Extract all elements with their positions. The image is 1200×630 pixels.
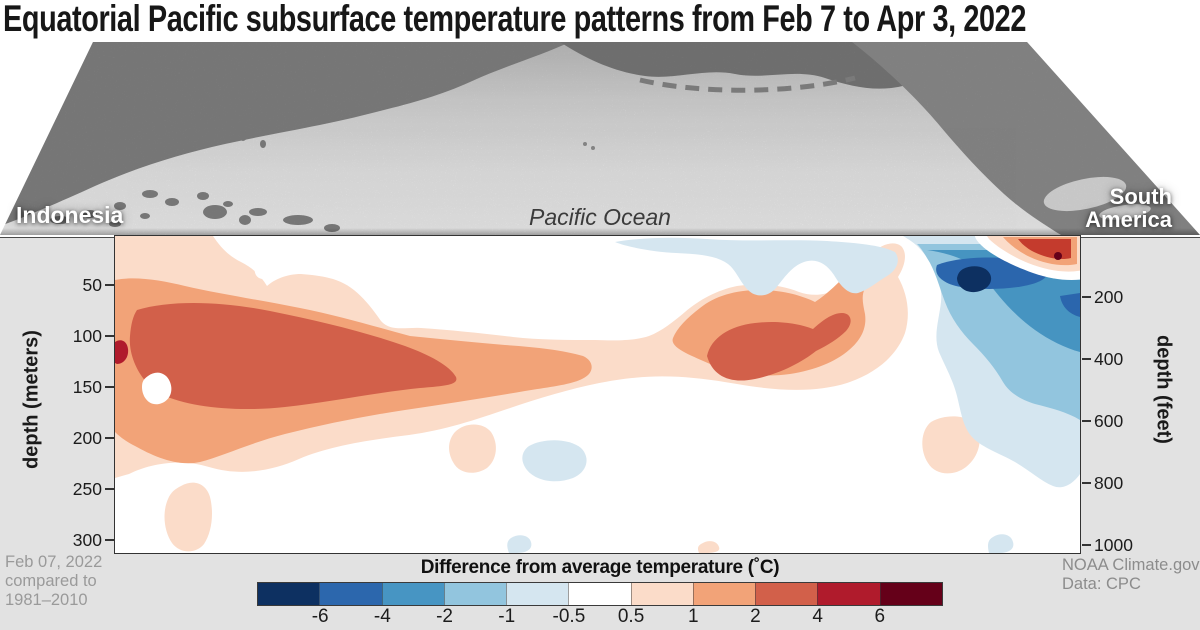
contour-band -1 to -0.5	[615, 237, 898, 296]
right-axis-title: depth (feet)	[1152, 335, 1175, 444]
colorbar-segment	[443, 583, 507, 605]
colorbar-segment	[817, 583, 880, 605]
contour-band surface above 6	[1054, 252, 1062, 260]
left-axis-tick-label: 150	[72, 377, 102, 397]
right-axis-tick-label: 800	[1094, 473, 1124, 493]
map-texture	[0, 42, 1200, 235]
right-axis-tick-mark	[1082, 358, 1091, 360]
frame-date-line2: compared to	[5, 572, 97, 590]
colorbar-segment	[258, 583, 320, 605]
colorbar-tick-label: -0.5	[552, 606, 586, 627]
contour-band -1 to -0.5	[988, 534, 1014, 553]
colorbar-segment	[506, 583, 569, 605]
temperature-anomaly-contours	[115, 236, 1080, 553]
left-axis-tick-label: 200	[72, 428, 102, 448]
colorbar-segment	[692, 583, 756, 605]
colorbar-segment	[755, 583, 818, 605]
colorbar-tick-label: -6	[311, 606, 329, 627]
cross-section-plot	[114, 235, 1081, 554]
colorbar	[257, 582, 943, 606]
contour-band -1 to -0.5	[522, 440, 587, 482]
map-label-south-america-line1: South	[1109, 184, 1172, 209]
contour-band 4 to 6	[115, 340, 129, 364]
colorbar-segment	[879, 583, 942, 605]
colorbar-tick-label: -2	[436, 606, 453, 627]
contour-band 2 to 4	[129, 302, 457, 410]
right-axis-tick-mark	[1082, 296, 1091, 298]
map-bottom-shadow	[0, 228, 1200, 235]
colorbar-segment	[319, 583, 382, 605]
left-axis-tick-mark	[105, 284, 114, 286]
right-axis-tick-label: 400	[1094, 349, 1124, 369]
map-label-pacific-ocean: Pacific Ocean	[529, 204, 671, 230]
pacific-relief-map	[0, 42, 1200, 235]
colorbar-title: Difference from average temperature (˚C)	[420, 557, 780, 578]
frame-date-line3: 1981–2010	[5, 591, 88, 609]
contour-band interior zero holes	[254, 261, 275, 280]
colorbar-tick-label: 6	[874, 606, 886, 627]
left-axis-tick-mark	[105, 386, 114, 388]
source-credit: NOAA Climate.gov Data: CPC	[1062, 556, 1200, 594]
left-axis-tick-label: 100	[72, 326, 102, 346]
right-axis-tick-mark	[1082, 544, 1091, 546]
left-axis-tick-mark	[105, 539, 114, 541]
source-credit-line2: Data: CPC	[1062, 575, 1141, 593]
left-axis-tick-mark	[105, 488, 114, 490]
frame-date-annotation: Feb 07, 2022 compared to 1981–2010	[5, 553, 102, 610]
left-axis-title: depth (meters)	[20, 330, 43, 469]
source-credit-line1: NOAA Climate.gov	[1062, 556, 1200, 574]
map-label-indonesia: Indonesia	[16, 202, 124, 228]
colorbar-tick-label: -1	[498, 606, 516, 627]
colorbar-tick-label: 0.5	[617, 606, 645, 627]
colorbar-tick-label: 2	[750, 606, 761, 627]
contour-band 0.5 to 1	[922, 416, 980, 474]
map-label-south-america: South America	[1040, 185, 1186, 231]
right-axis-tick-label: 200	[1094, 287, 1124, 307]
map-label-south-america-line2: America	[1085, 207, 1172, 232]
page-title: Equatorial Pacific subsurface temperatur…	[3, 0, 1027, 39]
right-axis-tick-mark	[1082, 420, 1091, 422]
contour-band 0.5 to 1	[449, 424, 496, 473]
contour-band interior zero holes	[142, 372, 172, 405]
left-axis-tick-label: 300	[72, 530, 102, 550]
contour-band 0.5 to 1	[697, 541, 720, 553]
contour-band -6 to -4	[1060, 293, 1080, 317]
left-axis-tick-label: 250	[72, 479, 102, 499]
right-axis-tick-mark	[1082, 482, 1091, 484]
colorbar-tick-label: 4	[812, 606, 823, 627]
colorbar-tick-label: -4	[373, 606, 391, 627]
contour-band -1 to -0.5	[507, 535, 532, 553]
contour-band below -6	[957, 266, 992, 293]
contour-band 2 to 4	[707, 313, 851, 381]
right-axis-tick-label: 1000	[1094, 535, 1133, 555]
colorbar-tick-label: 1	[687, 606, 699, 627]
colorbar-segment	[568, 583, 631, 605]
left-axis-tick-mark	[105, 335, 114, 337]
colorbar-segment	[630, 583, 693, 605]
frame-date-line1: Feb 07, 2022	[5, 553, 103, 571]
left-axis-tick-mark	[105, 437, 114, 439]
colorbar-segment	[381, 583, 444, 605]
right-axis-tick-label: 600	[1094, 411, 1124, 431]
contour-band 0.5 to 1	[164, 482, 212, 552]
left-axis-tick-label: 50	[82, 275, 102, 295]
